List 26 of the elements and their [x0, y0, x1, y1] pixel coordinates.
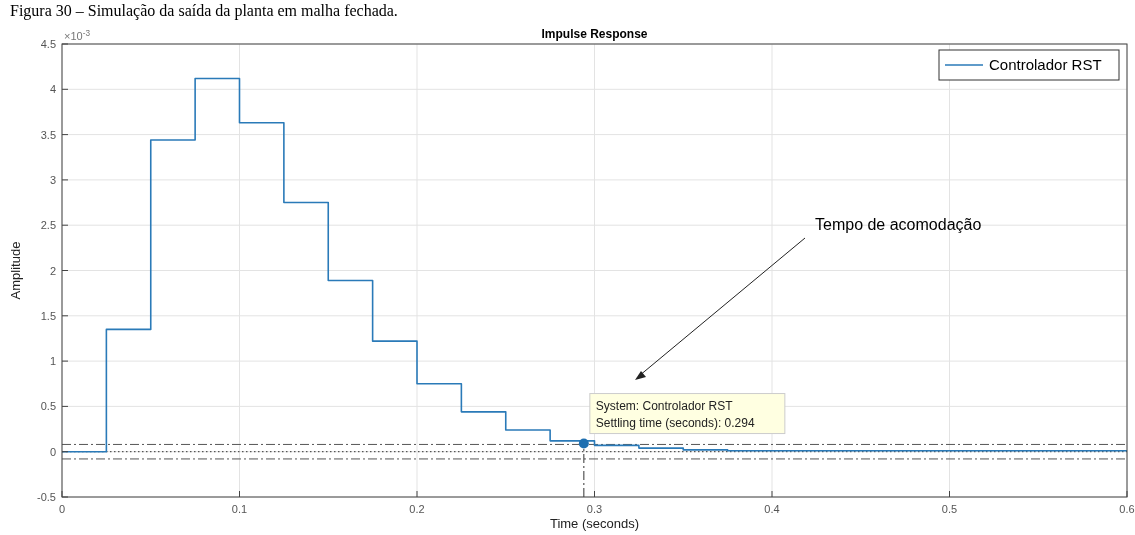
legend-label: Controlador RST	[989, 56, 1102, 73]
y-tick-label: 0.5	[40, 400, 56, 413]
y-tick-label: -0.5	[37, 491, 56, 503]
x-tick-label: 0	[58, 503, 66, 515]
y-tick-label: 3	[49, 173, 56, 186]
y-tick-label: 4.5	[40, 38, 56, 50]
x-tick-label: 0.4	[764, 503, 780, 515]
x-tick-label: 0.5	[941, 503, 958, 515]
y-tick-label: 3.5	[40, 128, 56, 141]
x-tick-label: 0.6	[1119, 503, 1135, 515]
y-tick-label: 1	[49, 355, 56, 368]
x-tick-label: 0.2	[409, 503, 425, 515]
x-tick-label: 0.1	[231, 503, 248, 515]
chart-title: Impulse Response	[541, 27, 648, 41]
y-tick-label: 2.5	[40, 219, 56, 232]
y-tick-label: 1.5	[40, 309, 56, 322]
y-axis-title: Amplitude	[8, 241, 23, 300]
y-tick-label: 4	[49, 83, 56, 96]
y-tick-label: 0	[49, 445, 56, 458]
text: Figura 30 – Simulação da saída da planta em malha fechada.	[10, 2, 398, 20]
x-tick-label: 0.3	[586, 503, 603, 515]
annotation: Tempo de acomodação	[815, 216, 982, 233]
x-axis-title: Time (seconds)	[549, 516, 640, 531]
text: ×10$^{-3}$	[64, 28, 91, 42]
y-tick-label: 2	[49, 264, 56, 277]
annotation: System: Controlador RST Settling time (seconds): 0.294	[595, 398, 755, 430]
